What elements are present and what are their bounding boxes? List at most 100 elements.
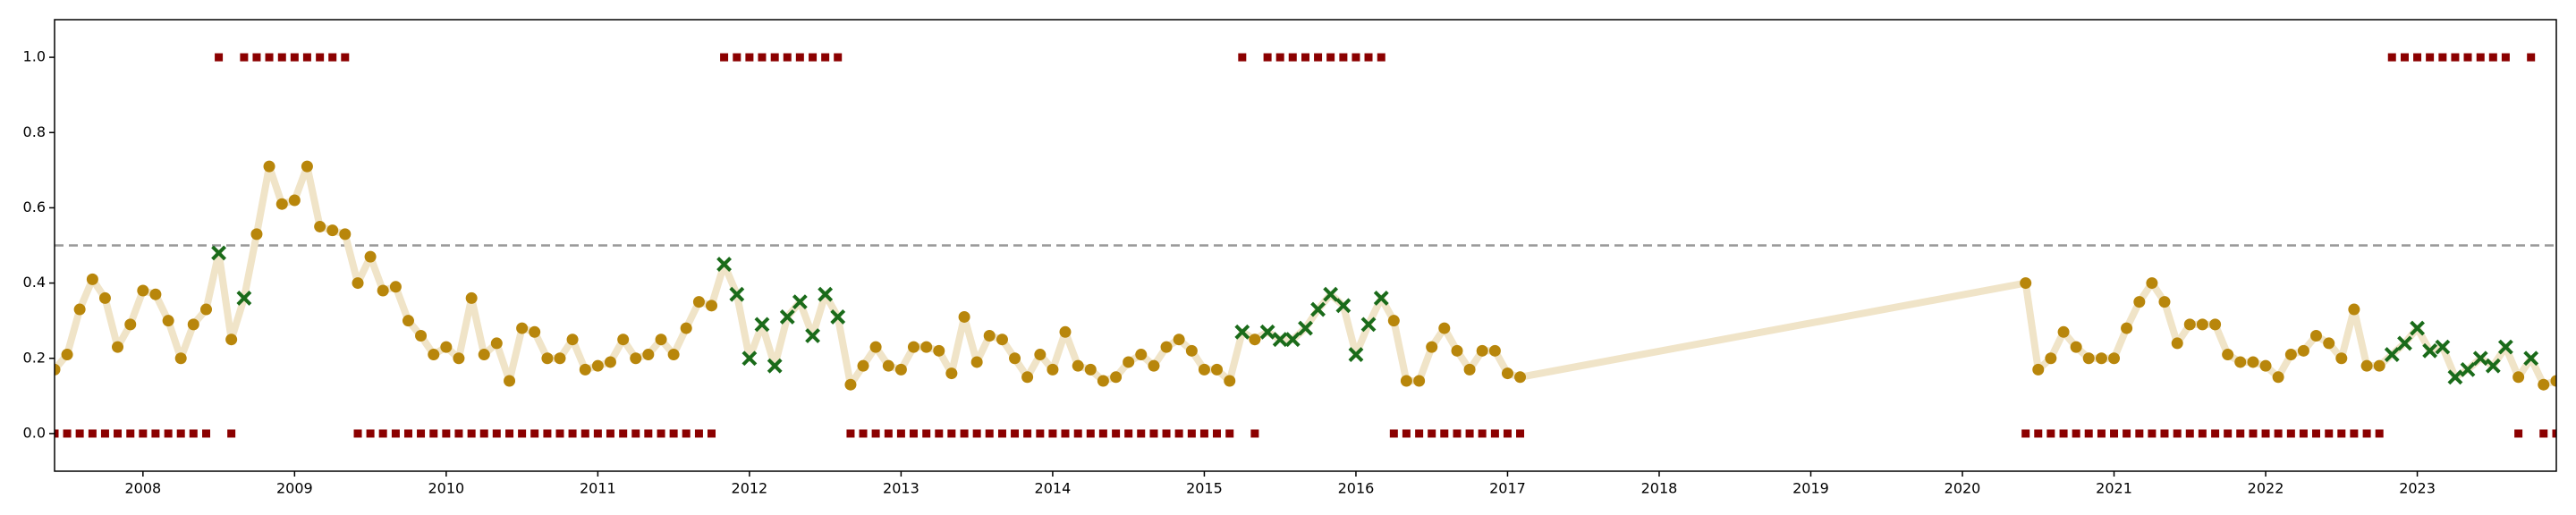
point-cross [830, 309, 846, 325]
point-circle [1224, 375, 1236, 387]
label-square [884, 429, 893, 438]
point-circle [1097, 375, 1109, 387]
label-square [240, 53, 249, 62]
point-circle [1084, 363, 1097, 376]
point-circle [2095, 352, 2107, 365]
label-square [2286, 429, 2295, 438]
point-cross [2435, 339, 2451, 355]
point-cross [2497, 339, 2513, 355]
label-square [1162, 429, 1171, 438]
label-square [227, 429, 236, 438]
point-cross [2485, 358, 2501, 374]
point-circle [1185, 344, 1198, 357]
point-cross [754, 317, 770, 333]
label-square [682, 429, 691, 438]
point-cross [767, 358, 783, 374]
label-square [783, 53, 792, 62]
point-circle [440, 341, 453, 353]
point-circle [2020, 277, 2032, 290]
point-cross [2384, 347, 2400, 362]
label-square [2501, 53, 2510, 62]
plot-frame [54, 19, 2557, 472]
point-circle [490, 337, 503, 350]
point-circle [920, 341, 933, 353]
point-circle [604, 356, 616, 368]
label-square [2123, 429, 2131, 438]
point-cross [729, 286, 745, 302]
label-square [1428, 429, 1436, 438]
point-cross [2422, 342, 2438, 359]
point-circle [174, 352, 187, 365]
label-square [1036, 429, 1045, 438]
label-square [1061, 429, 1070, 438]
label-square [164, 429, 173, 438]
point-circle [1488, 344, 1501, 357]
point-circle [2057, 325, 2070, 338]
label-square [2160, 429, 2169, 438]
label-square [2072, 429, 2080, 438]
point-circle [137, 284, 149, 297]
label-square [1490, 429, 1499, 438]
point-circle [478, 349, 490, 361]
point-circle [2070, 341, 2082, 353]
label-square [1465, 429, 1474, 438]
point-circle [1249, 333, 1261, 346]
point-circle [86, 273, 98, 285]
label-square [1124, 429, 1133, 438]
point-circle [73, 303, 86, 316]
label-square [2311, 429, 2320, 438]
point-circle [2209, 318, 2222, 331]
label-square [1149, 429, 1158, 438]
point-circle [149, 288, 162, 300]
label-square [100, 429, 109, 438]
label-square [114, 429, 123, 438]
label-square [871, 429, 880, 438]
label-square [2463, 53, 2472, 62]
label-square [1098, 429, 1107, 438]
label-square [2400, 53, 2409, 62]
label-square [733, 53, 741, 62]
label-square [454, 429, 463, 438]
point-circle [1438, 322, 1451, 334]
point-circle [2108, 352, 2121, 365]
point-circle [2183, 318, 2196, 331]
label-square [2337, 429, 2346, 438]
point-cross [792, 294, 808, 310]
label-square [809, 53, 818, 62]
point-circle [162, 315, 174, 327]
point-circle [1501, 367, 1513, 380]
point-circle [2133, 296, 2146, 308]
point-circle [1046, 363, 1059, 376]
label-square [2299, 429, 2308, 438]
label-square [896, 429, 905, 438]
label-square [606, 429, 614, 438]
label-square [720, 53, 729, 62]
x-tick-label: 2013 [883, 480, 919, 497]
x-tick-label: 2021 [2096, 480, 2132, 497]
label-square [2148, 429, 2157, 438]
point-circle [263, 160, 275, 173]
point-circle [933, 344, 945, 357]
point-circle [1413, 375, 1426, 387]
point-cross [2472, 350, 2488, 367]
point-circle [314, 220, 326, 232]
point-cross [716, 257, 732, 272]
point-circle [1400, 375, 1412, 387]
label-square [821, 53, 830, 62]
point-circle [301, 160, 313, 173]
label-square [2224, 429, 2233, 438]
label-square [543, 429, 552, 438]
label-square [2488, 53, 2497, 62]
label-square [2387, 53, 2396, 62]
point-cross [2460, 361, 2476, 377]
label-square [215, 53, 224, 62]
label-square [745, 53, 754, 62]
point-circle [2121, 322, 2133, 334]
label-square [1415, 429, 1424, 438]
point-circle [2259, 359, 2272, 372]
label-square [669, 429, 678, 438]
point-circle [1426, 341, 1438, 353]
point-circle [124, 318, 137, 331]
label-square [1503, 429, 1512, 438]
label-square [935, 429, 944, 438]
